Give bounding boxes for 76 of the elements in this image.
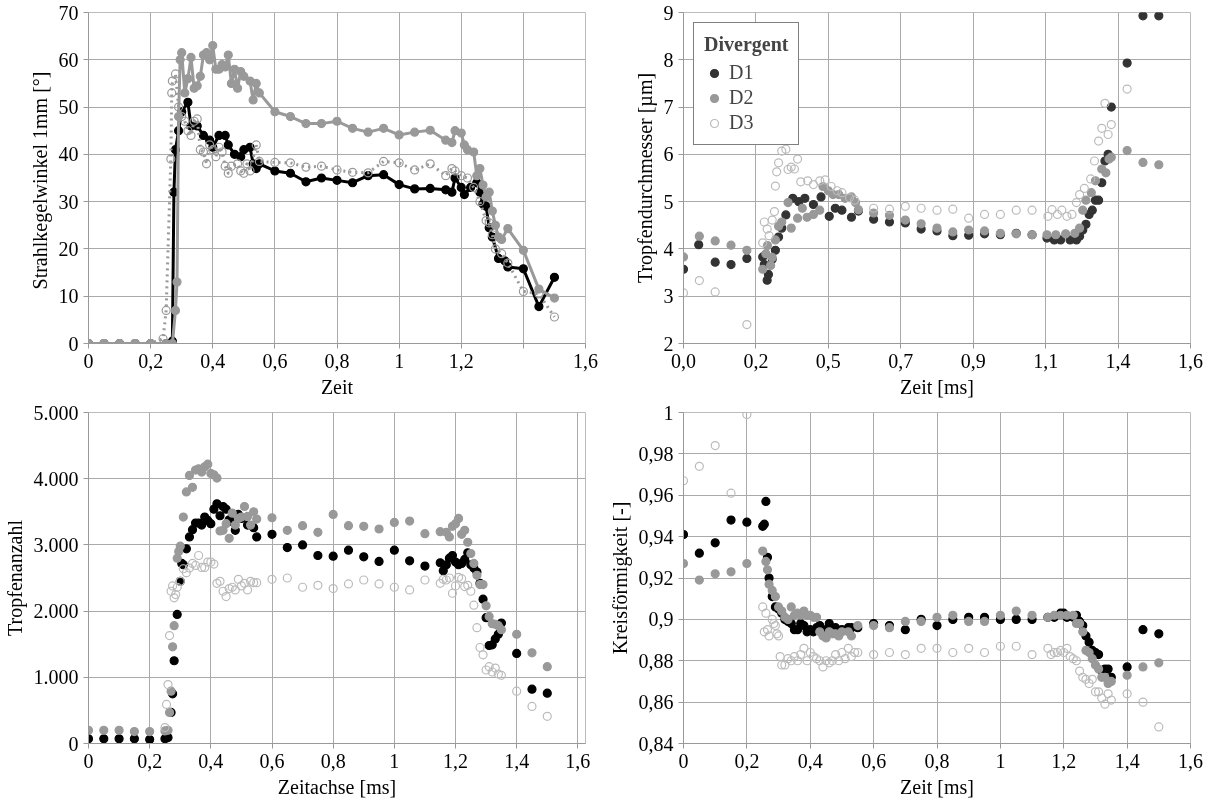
x-axis-title: Zeit [ms]: [900, 775, 974, 798]
y-tick-label: 2: [663, 332, 674, 355]
y-axis-title: Strahlkegelwinkel 1mm [°]: [28, 71, 52, 290]
x-tick-label: 1,2: [448, 349, 474, 372]
x-tick-label: 1,4: [1105, 349, 1131, 372]
x-axis-title: Zeit: [320, 375, 354, 398]
y-tick-label: 0,96: [638, 484, 674, 507]
y-tick-label: 9: [663, 1, 674, 24]
legend-title: Divergent: [704, 33, 789, 56]
y-axis-title: Tropfendurchmesser [µm]: [633, 72, 657, 284]
x-tick-label: 0,8: [324, 349, 350, 372]
x-tick-label: 0,7: [888, 349, 914, 372]
y-tick-label: 4.000: [33, 467, 79, 490]
x-tick-label: 0,6: [259, 749, 285, 772]
y-tick-label: 0,94: [638, 525, 674, 548]
x-tick-label: 1,6: [1178, 749, 1203, 772]
x-tick-label: 0,4: [797, 749, 823, 772]
y-tick-label: 0,92: [638, 567, 674, 589]
x-tick-label: 0: [678, 749, 689, 772]
y-tick-label: 0: [68, 332, 79, 355]
y-tick-label: 3.000: [33, 533, 79, 556]
x-tick-label: 0,6: [262, 349, 288, 372]
y-tick-label: 6: [663, 143, 674, 166]
legend-label: D3: [729, 111, 754, 134]
y-tick-label: 5: [663, 190, 674, 213]
y-tick-label: 70: [58, 1, 79, 24]
x-tick-label: 0,6: [861, 749, 887, 772]
y-tick-label: 10: [58, 285, 79, 308]
x-tick-label: 0: [83, 749, 94, 772]
x-tick-label: 1,2: [443, 749, 469, 772]
y-tick-label: 20: [58, 237, 79, 260]
y-tick-label: 0,9: [648, 608, 674, 631]
y-tick-label: 0,84: [638, 732, 674, 755]
x-axis-title: Zeitachse [ms]: [277, 775, 397, 798]
x-tick-label: 0,2: [743, 349, 769, 372]
y-tick-label: 0,98: [638, 442, 674, 465]
y-tick-label: 40: [58, 143, 79, 166]
x-tick-label: 0,5: [815, 349, 841, 372]
x-tick-label: 1: [389, 749, 400, 772]
y-tick-label: 8: [663, 48, 674, 71]
x-tick-label: 1,4: [1114, 749, 1140, 772]
x-tick-label: 1: [394, 349, 405, 372]
y-tick-label: 30: [58, 190, 79, 213]
x-tick-label: 1,4: [504, 749, 530, 772]
x-tick-label: 1,6: [565, 749, 591, 772]
x-tick-label: 0,2: [734, 749, 760, 772]
x-axis-title: Zeit [ms]: [900, 375, 974, 398]
x-tick-label: 1: [995, 749, 1006, 772]
y-tick-label: 2.000: [33, 600, 79, 623]
y-tick-label: 3: [663, 285, 674, 308]
y-axis-title: Kreisförmigkeit [-]: [608, 501, 632, 655]
y-tick-label: 1.000: [33, 666, 79, 689]
y-tick-label: 1: [663, 401, 674, 424]
x-tick-label: 0,8: [924, 749, 950, 772]
x-tick-label: 0,4: [200, 349, 226, 372]
x-tick-label: 1,6: [573, 349, 598, 372]
legend-label: D2: [729, 86, 754, 109]
y-tick-label: 0: [68, 732, 79, 755]
y-tick-label: 0,86: [638, 691, 674, 714]
x-tick-label: 1,2: [1051, 749, 1077, 772]
y-tick-label: 60: [58, 48, 79, 71]
y-axis-title: Tropfenanzahl: [3, 519, 27, 636]
x-tick-label: 1,1: [1033, 349, 1059, 372]
x-tick-label: 1,6: [1178, 349, 1203, 372]
y-tick-label: 7: [663, 96, 674, 119]
x-tick-label: 0,4: [198, 749, 224, 772]
x-tick-label: 0: [83, 349, 94, 372]
x-tick-label: 0,9: [960, 349, 986, 372]
x-tick-label: 0,8: [320, 749, 346, 772]
legend-label: D1: [729, 61, 754, 84]
y-tick-label: 5.000: [33, 401, 79, 424]
x-tick-label: 0,2: [138, 349, 164, 372]
y-tick-label: 50: [58, 96, 79, 119]
y-tick-label: 0,88: [638, 649, 674, 672]
y-tick-label: 4: [663, 237, 674, 260]
x-tick-label: 0,2: [137, 749, 163, 772]
